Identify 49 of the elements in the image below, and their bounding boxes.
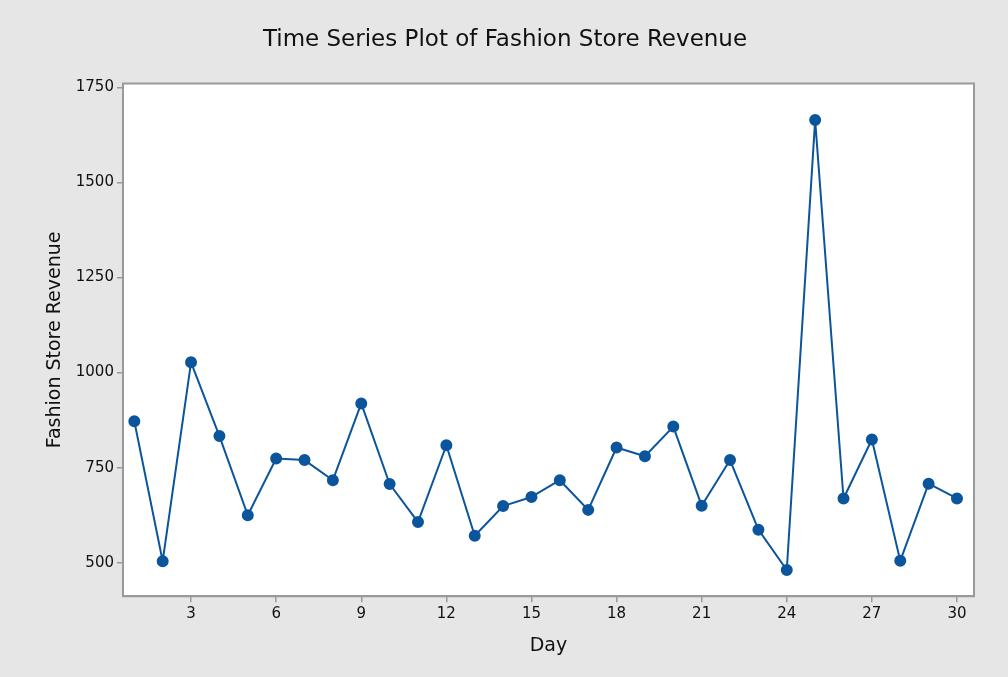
x-tick-label: 24	[777, 604, 797, 623]
y-axis-title: Fashion Store Revenue	[42, 231, 65, 449]
point	[922, 477, 935, 490]
point	[525, 490, 538, 503]
point	[298, 454, 311, 467]
point	[355, 397, 368, 410]
y-tick-label: 1750	[75, 77, 114, 96]
x-tick-label: 12	[436, 604, 456, 623]
y-tick-label: 1500	[75, 172, 114, 191]
point	[440, 439, 453, 452]
point	[638, 450, 651, 463]
point	[894, 554, 907, 567]
point	[553, 474, 566, 487]
x-tick-label: 15	[521, 604, 542, 623]
point	[837, 492, 850, 505]
point	[241, 509, 254, 522]
point	[326, 474, 339, 487]
point	[213, 430, 226, 443]
y-tick-label: 500	[85, 552, 114, 571]
x-axis-title: Day	[529, 632, 568, 655]
x-tick-label: 9	[356, 604, 367, 623]
point	[128, 415, 141, 428]
point	[865, 433, 878, 446]
point	[695, 499, 708, 512]
x-tick-label: 3	[186, 604, 196, 623]
point	[468, 529, 481, 542]
point	[809, 114, 822, 127]
point	[582, 503, 595, 516]
x-tick-label: 6	[271, 604, 281, 623]
y-tick-label: 1000	[75, 362, 114, 381]
chart-title: Time Series Plot of Fashion Store Revenue	[261, 24, 748, 51]
point	[270, 452, 283, 465]
point	[724, 454, 737, 467]
point	[383, 478, 396, 491]
point	[412, 516, 424, 529]
point	[780, 563, 793, 576]
point	[497, 500, 510, 513]
point	[610, 441, 623, 454]
point	[950, 492, 963, 505]
point	[185, 356, 198, 369]
y-tick-label: 750	[85, 457, 114, 476]
point	[156, 555, 169, 568]
point	[667, 420, 680, 433]
x-tick-label: 18	[607, 604, 627, 623]
x-tick-label: 27	[862, 604, 882, 623]
x-tick-label: 30	[947, 604, 967, 623]
x-tick-label: 21	[692, 604, 712, 623]
point	[752, 523, 765, 536]
y-tick-label: 1250	[75, 267, 114, 286]
